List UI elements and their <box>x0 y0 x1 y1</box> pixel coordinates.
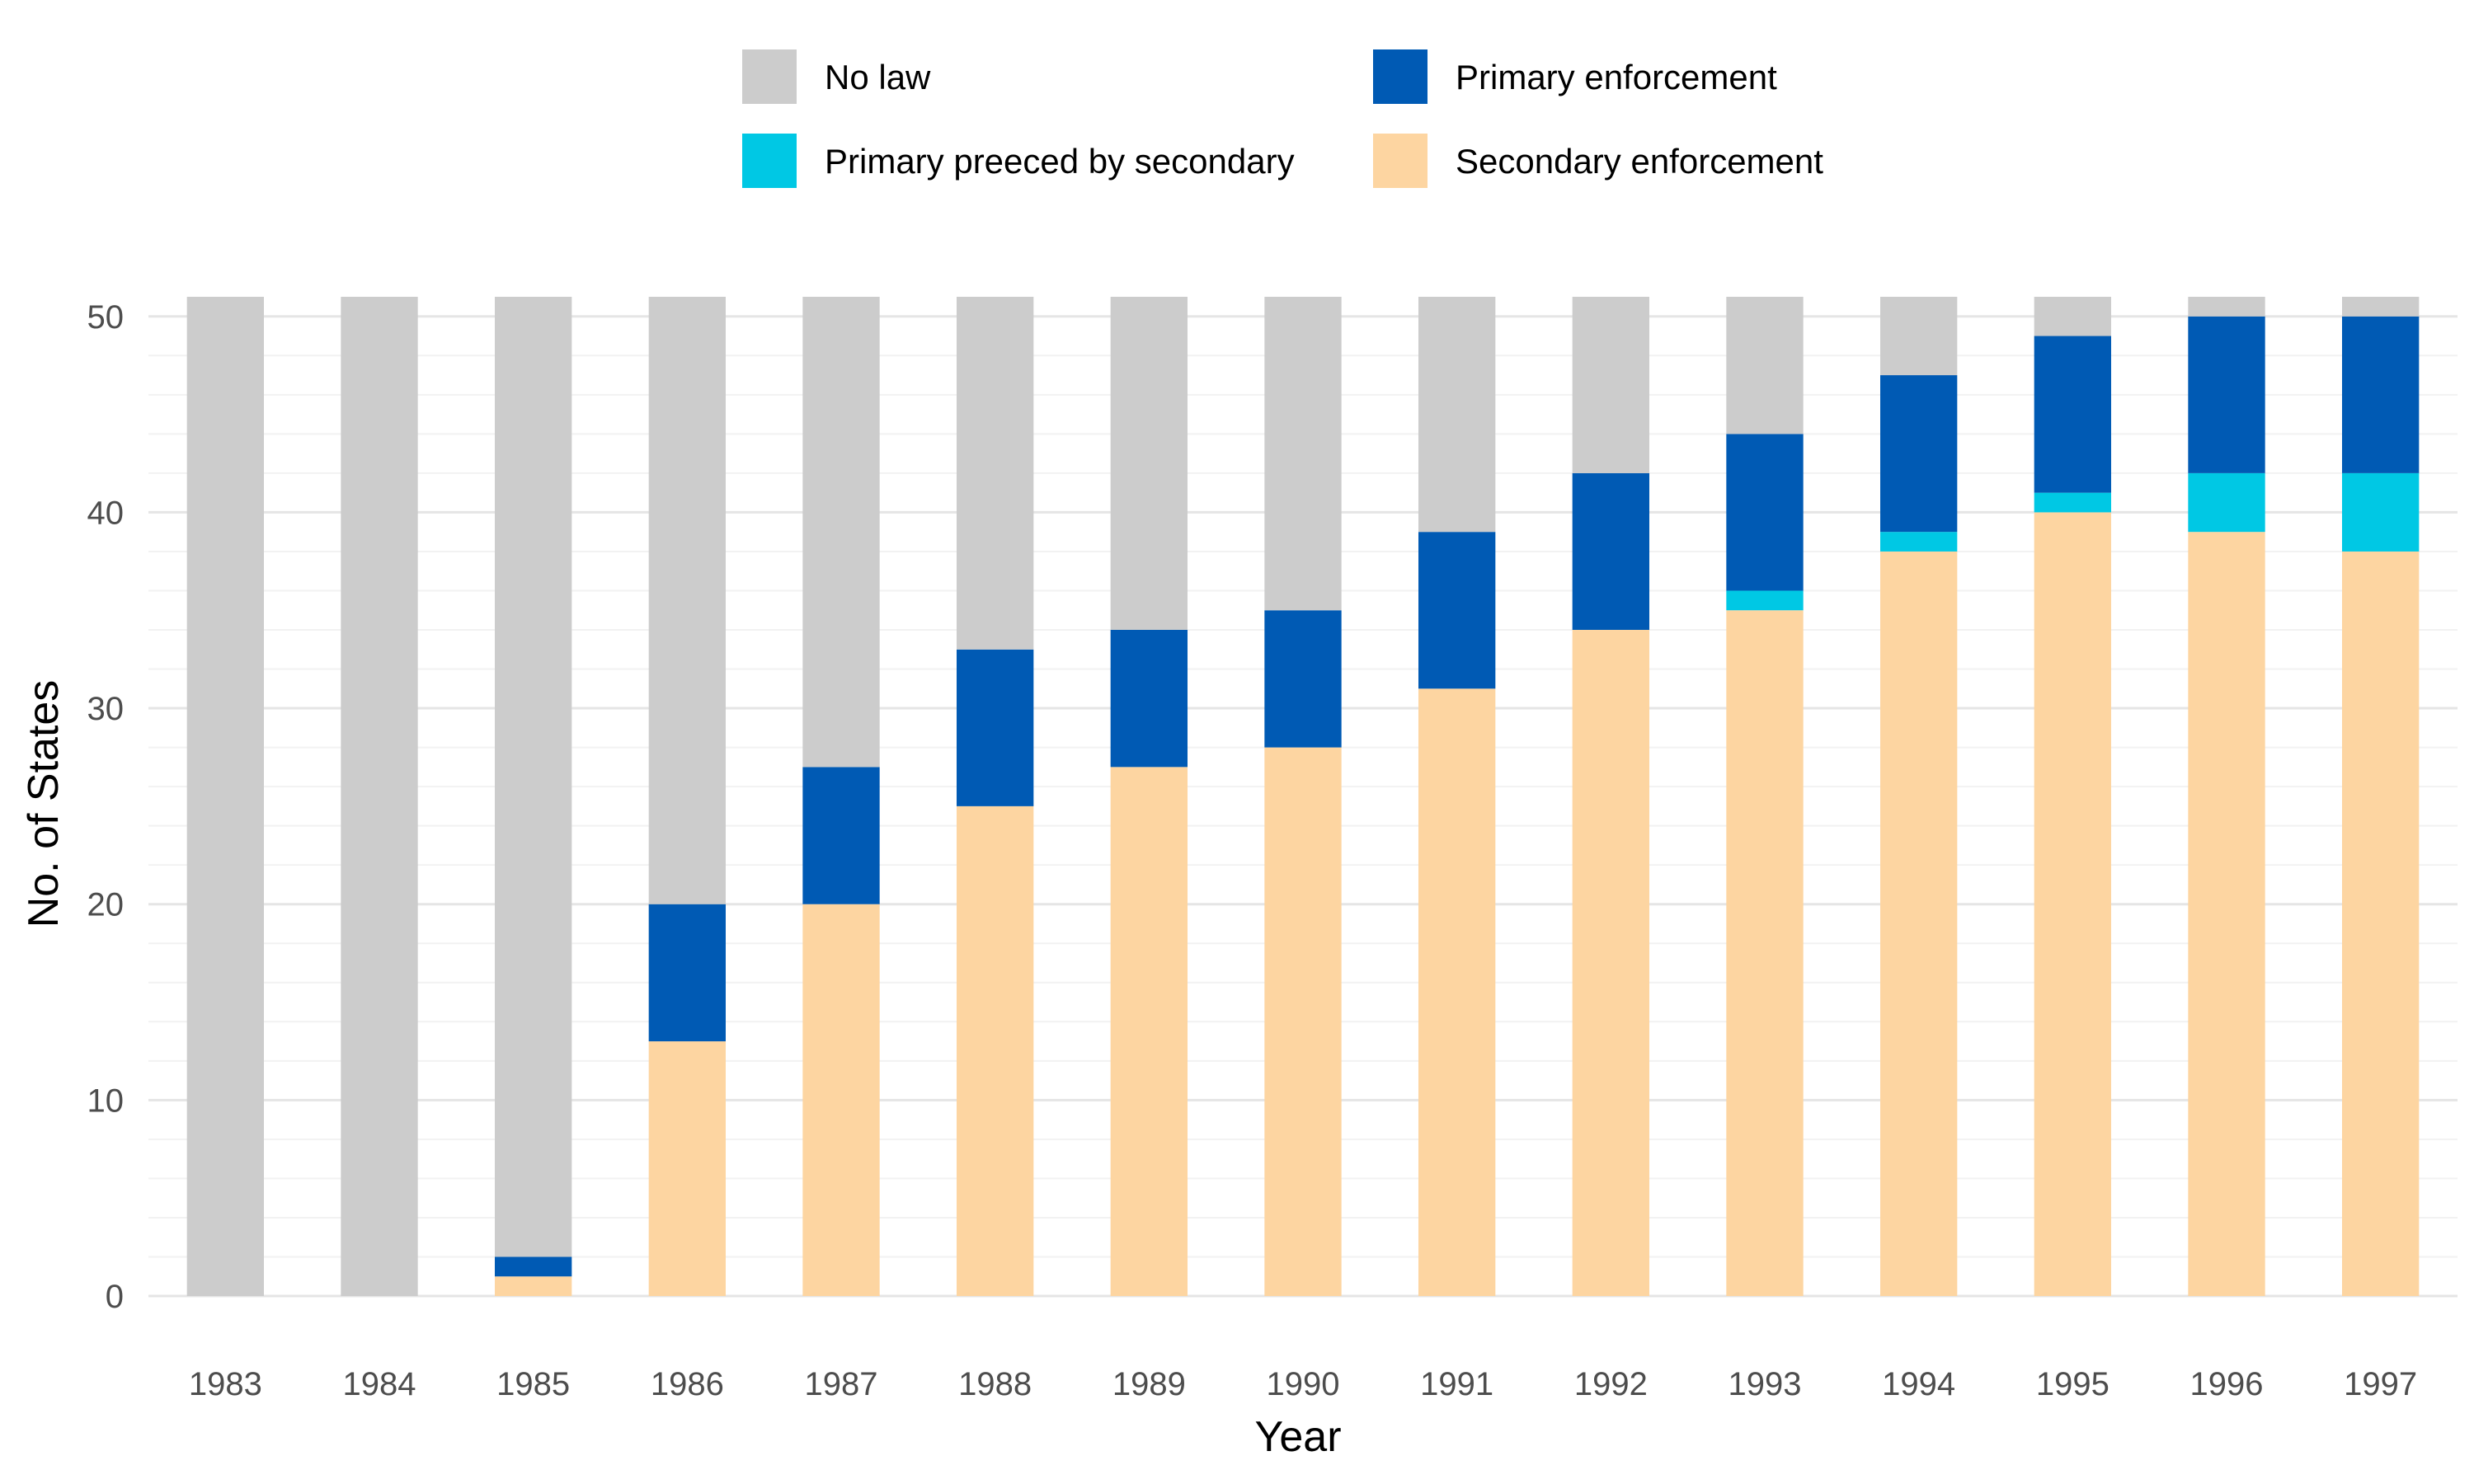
legend-label-no-law: No law <box>825 58 931 96</box>
bar-secondary-enforcement-1989 <box>1110 767 1188 1296</box>
bar-secondary-enforcement-1996 <box>2188 532 2265 1296</box>
bar-primary-enforcement-1996 <box>2188 316 2265 473</box>
bar-no-law-1995 <box>2034 297 2111 336</box>
bar-secondary-enforcement-1991 <box>1418 688 1496 1296</box>
bar-no-law-1992 <box>1572 297 1649 473</box>
x-tick-label-1995: 1995 <box>2036 1366 2109 1402</box>
bar-primary-enforcement-1985 <box>495 1256 572 1277</box>
x-tick-label-1993: 1993 <box>1729 1366 1802 1402</box>
bar-secondary-enforcement-1992 <box>1572 630 1649 1296</box>
bar-primary-enforcement-1997 <box>2342 316 2420 473</box>
bar-secondary-enforcement-1995 <box>2034 512 2111 1296</box>
bar-primary-enforcement-1992 <box>1572 472 1649 630</box>
x-tick-label-1997: 1997 <box>2344 1366 2417 1402</box>
y-tick-label-0: 0 <box>106 1279 124 1315</box>
x-tick-label-1989: 1989 <box>1112 1366 1186 1402</box>
legend-label-primary-preeced-by-secondary: Primary preeced by secondary <box>825 142 1295 181</box>
bar-secondary-enforcement-1986 <box>648 1041 726 1296</box>
bar-primary-enforcement-1989 <box>1110 630 1188 768</box>
bar-no-law-1996 <box>2188 297 2265 317</box>
x-tick-label-1991: 1991 <box>1420 1366 1493 1402</box>
y-tick-labels: 0 10 20 30 40 50 <box>87 299 125 1315</box>
bar-primary-enforcement-1988 <box>957 649 1034 806</box>
bar-no-law-1989 <box>1110 297 1188 630</box>
bar-no-law-1986 <box>648 297 726 904</box>
bar-secondary-enforcement-1990 <box>1264 747 1342 1296</box>
x-tick-label-1988: 1988 <box>958 1366 1032 1402</box>
bar-secondary-enforcement-1993 <box>1726 610 1804 1296</box>
y-axis-title: No. of States <box>20 680 68 928</box>
bar-primary-preeced-by-secondary-1997 <box>2342 472 2420 552</box>
legend-swatch-primary-enforcement <box>1373 49 1427 104</box>
bar-no-law-1997 <box>2342 297 2420 317</box>
bar-no-law-1985 <box>495 297 572 1257</box>
x-axis-title: Year <box>1254 1413 1341 1461</box>
bar-no-law-1984 <box>341 297 418 1296</box>
bars-layer <box>186 297 2420 1296</box>
bar-no-law-1983 <box>186 297 264 1296</box>
x-tick-labels: 1983 1984 1985 1986 1987 1988 1989 1990 1991 1992… <box>189 1366 2417 1402</box>
legend-label-secondary-enforcement: Secondary enforcement <box>1456 142 1823 181</box>
x-tick-label-1990: 1990 <box>1267 1366 1340 1402</box>
x-tick-label-1986: 1986 <box>651 1366 724 1402</box>
legend-swatch-no-law <box>742 49 797 104</box>
y-tick-label-40: 40 <box>87 495 125 531</box>
y-tick-label-20: 20 <box>87 887 125 923</box>
legend-label-primary-enforcement: Primary enforcement <box>1456 58 1777 96</box>
bar-secondary-enforcement-1988 <box>957 805 1034 1296</box>
x-tick-label-1987: 1987 <box>805 1366 878 1402</box>
bar-primary-preeced-by-secondary-1994 <box>1880 532 1958 552</box>
x-tick-label-1984: 1984 <box>343 1366 416 1402</box>
bar-primary-enforcement-1990 <box>1264 610 1342 748</box>
bar-primary-enforcement-1993 <box>1726 434 1804 591</box>
bar-secondary-enforcement-1994 <box>1880 551 1958 1296</box>
bar-secondary-enforcement-1985 <box>495 1276 572 1296</box>
x-tick-label-1992: 1992 <box>1574 1366 1648 1402</box>
bar-primary-enforcement-1994 <box>1880 375 1958 533</box>
bar-primary-preeced-by-secondary-1996 <box>2188 472 2265 533</box>
x-tick-label-1985: 1985 <box>496 1366 570 1402</box>
legend-swatch-primary-preeced-by-secondary <box>742 134 797 188</box>
y-tick-label-10: 10 <box>87 1082 125 1119</box>
legend-swatch-secondary-enforcement <box>1373 134 1427 188</box>
bar-no-law-1987 <box>802 297 880 768</box>
bar-primary-preeced-by-secondary-1993 <box>1726 590 1804 611</box>
bar-no-law-1991 <box>1418 297 1496 533</box>
bar-primary-enforcement-1987 <box>802 767 880 904</box>
bar-primary-preeced-by-secondary-1995 <box>2034 492 2111 513</box>
bar-secondary-enforcement-1997 <box>2342 551 2420 1296</box>
x-tick-label-1994: 1994 <box>1882 1366 1955 1402</box>
bar-primary-enforcement-1995 <box>2034 336 2111 493</box>
bar-primary-enforcement-1986 <box>648 904 726 1042</box>
bar-secondary-enforcement-1987 <box>802 904 880 1296</box>
x-tick-label-1983: 1983 <box>189 1366 262 1402</box>
bar-no-law-1993 <box>1726 297 1804 434</box>
y-tick-label-30: 30 <box>87 691 125 727</box>
legend: No law Primary enforcement Primary preeced… <box>742 49 1823 188</box>
bar-no-law-1988 <box>957 297 1034 650</box>
bar-primary-enforcement-1991 <box>1418 532 1496 689</box>
bar-no-law-1990 <box>1264 297 1342 611</box>
y-tick-label-50: 50 <box>87 299 125 336</box>
bar-no-law-1994 <box>1880 297 1958 376</box>
x-tick-label-1996: 1996 <box>2190 1366 2264 1402</box>
